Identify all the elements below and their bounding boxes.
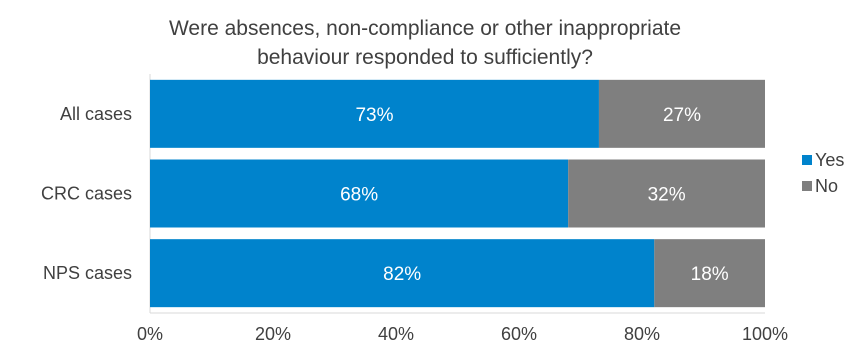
data-label: 32%	[648, 185, 686, 206]
category-label: All cases	[60, 104, 132, 124]
chart-title-line-2: behaviour responded to sufficiently?	[257, 46, 593, 69]
chart-title: Were absences, non-compliance or other i…	[100, 14, 750, 72]
bar-yes-1	[150, 79, 599, 148]
x-tick-label: 100%	[742, 324, 788, 344]
legend-swatch-no	[802, 181, 812, 191]
x-tick-label: 40%	[378, 324, 414, 344]
bar-yes-3	[150, 239, 655, 308]
bar-yes-2	[150, 159, 569, 228]
legend-label-yes: Yes	[815, 150, 844, 170]
x-tick-label: 60%	[501, 324, 537, 344]
x-tick-label: 20%	[255, 324, 291, 344]
legend-swatch-yes	[802, 155, 812, 165]
data-label: 73%	[355, 105, 393, 126]
bar-no-2	[568, 159, 765, 228]
data-label: 27%	[663, 105, 701, 126]
legend: Yes No	[802, 150, 844, 196]
x-tick-label: 0%	[137, 324, 163, 344]
bar-no-1	[598, 79, 765, 148]
category-label: NPS cases	[43, 263, 132, 283]
chart-title-line-1: Were absences, non-compliance or other i…	[168, 17, 682, 40]
category-label: CRC cases	[41, 184, 132, 204]
data-label: 18%	[691, 264, 729, 285]
x-tick-label: 80%	[624, 324, 660, 344]
plot-area: All cases 73% 27% CRC cases 68% 32% NPS cases 8…	[41, 74, 788, 344]
data-label: 68%	[340, 185, 378, 206]
legend-label-no: No	[815, 176, 838, 196]
bar-no-3	[654, 239, 765, 308]
data-label: 82%	[383, 264, 421, 285]
